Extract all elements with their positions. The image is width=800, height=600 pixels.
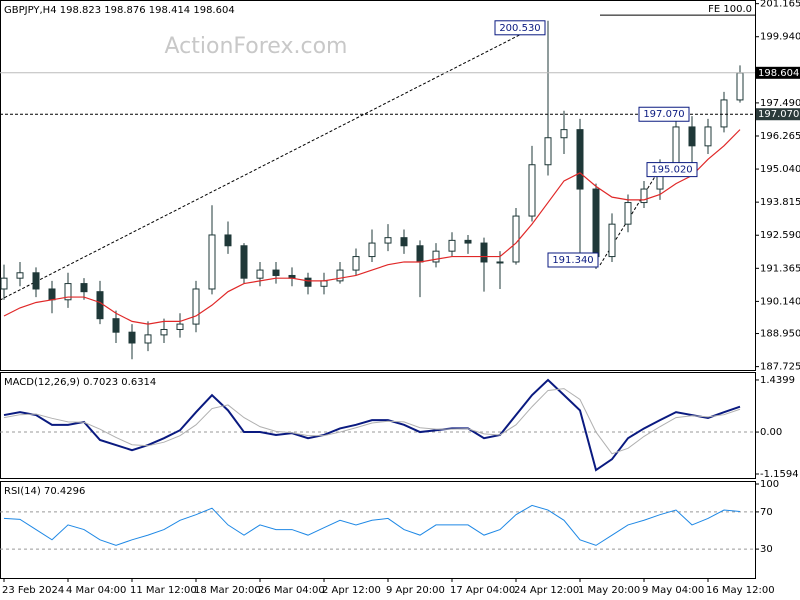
- candle-body: [64, 283, 72, 301]
- candle-body: [256, 269, 264, 279]
- candle-body: [432, 250, 440, 263]
- x-tick-label: 23 Feb 2024: [2, 585, 64, 596]
- y-tick-label: 190.140: [760, 296, 800, 307]
- x-tick-label: 9 Apr 20:00: [386, 585, 445, 596]
- candle-body: [416, 245, 424, 263]
- candle-body: [144, 334, 152, 344]
- fe-label: FE 100.0: [708, 4, 752, 15]
- candle-body: [0, 277, 8, 290]
- candle-body: [736, 72, 744, 101]
- x-tick-label: 9 May 04:00: [642, 585, 704, 596]
- candle-body: [272, 269, 280, 276]
- y-tick-label: 199.940: [760, 32, 800, 43]
- annotation-label: 197.070: [643, 109, 684, 120]
- y-tick-label: 197.490: [760, 98, 800, 109]
- candle-body: [192, 288, 200, 325]
- candle-body: [560, 129, 568, 139]
- candle-body: [384, 237, 392, 244]
- annotation-box: [646, 162, 698, 178]
- y-tick-label: 188.950: [760, 329, 800, 340]
- candle-body: [512, 215, 520, 263]
- candle-body: [400, 237, 408, 247]
- y-tick-label: 100: [760, 479, 779, 490]
- x-tick-label: 2 Apr 12:00: [322, 585, 381, 596]
- macd-title: MACD(12,26,9) 0.7023 0.6314: [4, 377, 156, 388]
- candle-body: [80, 283, 88, 293]
- candle-body: [176, 323, 184, 330]
- y-tick-label: 1.4399: [760, 375, 795, 386]
- annotation-label: 200.530: [499, 23, 540, 34]
- candle-body: [704, 126, 712, 147]
- candle-body: [240, 245, 248, 279]
- indicator-line: [3, 388, 741, 455]
- annotation-label: 195.020: [651, 165, 692, 176]
- candle-body: [112, 318, 120, 333]
- x-tick-label: 4 Mar 04:00: [66, 585, 126, 596]
- y-tick-label: 195.040: [760, 164, 800, 175]
- macd-pane: [0, 372, 756, 479]
- y-tick-label: 191.365: [760, 263, 800, 274]
- candle-body: [640, 188, 648, 204]
- candle-body: [32, 272, 40, 290]
- level-label: 198.604: [758, 68, 799, 79]
- annotation-box: [547, 252, 599, 268]
- level-label: 197.070: [758, 109, 799, 120]
- x-tick-label: 24 Apr 12:00: [514, 585, 579, 596]
- y-tick-label: 70: [760, 507, 773, 518]
- trend-line: [0, 21, 546, 301]
- candle-body: [720, 99, 728, 128]
- price-pane: [0, 0, 756, 371]
- candle-body: [48, 288, 56, 301]
- annotation-box: [638, 106, 690, 122]
- x-tick-label: 16 May 12:00: [706, 585, 775, 596]
- candle-body: [464, 239, 472, 244]
- candle-body: [688, 126, 696, 147]
- y-tick-label: -1.1594: [760, 469, 799, 480]
- annotation-label: 191.340: [552, 255, 593, 266]
- candle-body: [208, 234, 216, 290]
- candle-body: [352, 256, 360, 271]
- candle-body: [496, 261, 504, 264]
- rsi-pane: [0, 481, 756, 579]
- y-tick-label: 193.815: [760, 197, 800, 208]
- candle-body: [480, 242, 488, 263]
- rsi-title: RSI(14) 70.4296: [4, 486, 85, 497]
- candle-body: [96, 291, 104, 320]
- candle-body: [624, 202, 632, 225]
- candle-body: [576, 129, 584, 190]
- indicator-line: [3, 504, 741, 546]
- y-tick-label: 196.265: [760, 131, 800, 142]
- candle-body: [336, 269, 344, 282]
- level-label-bg: [756, 108, 800, 121]
- level-label-bg: [756, 66, 800, 79]
- candle-body: [304, 277, 312, 287]
- candle-body: [320, 280, 328, 287]
- y-tick-label: 0.00: [760, 427, 782, 438]
- moving-average: [3, 129, 741, 325]
- y-tick-label: 30: [760, 544, 773, 555]
- candle-body: [608, 223, 616, 258]
- candle-body: [448, 239, 456, 252]
- annotation-box: [494, 20, 546, 36]
- candle-body: [128, 331, 136, 344]
- x-tick-label: 26 Mar 04:00: [258, 585, 325, 596]
- x-tick-label: 1 May 20:00: [578, 585, 640, 596]
- candle-body: [160, 328, 168, 336]
- y-tick-label: 201.165: [760, 0, 800, 10]
- candle-body: [368, 242, 376, 258]
- y-tick-label: 187.725: [760, 362, 800, 373]
- y-tick-label: 192.590: [760, 230, 800, 241]
- price-title: GBPJPY,H4 198.823 198.876 198.414 198.60…: [4, 5, 235, 16]
- watermark: ActionForex.com: [165, 34, 348, 59]
- x-tick-label: 11 Mar 12:00: [130, 585, 197, 596]
- candle-body: [592, 188, 600, 258]
- x-tick-label: 17 Apr 04:00: [450, 585, 515, 596]
- x-tick-label: 18 Mar 20:00: [194, 585, 261, 596]
- candle-body: [544, 137, 552, 166]
- candle-body: [224, 234, 232, 247]
- candle-body: [528, 164, 536, 217]
- candle-body: [16, 272, 24, 279]
